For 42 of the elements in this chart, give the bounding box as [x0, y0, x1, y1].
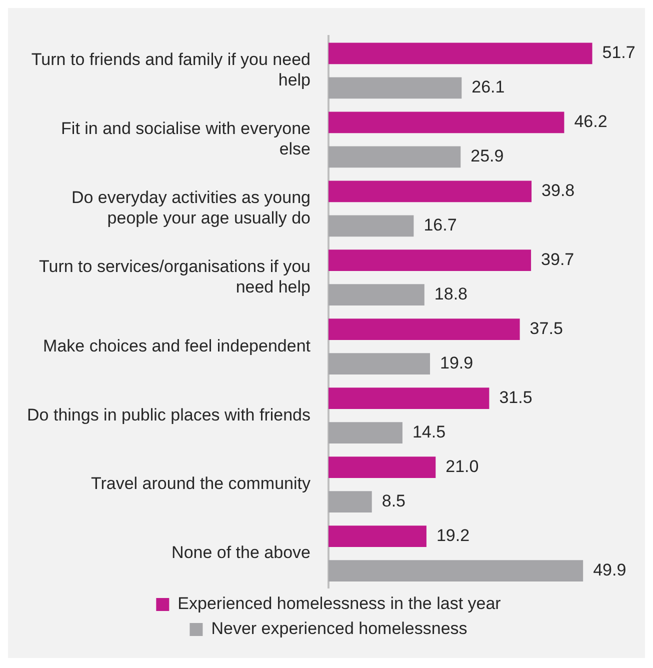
bar	[328, 42, 592, 64]
data-label: 26.1	[472, 78, 505, 97]
bar	[328, 77, 462, 99]
y-tick-label: Turn to services/organisations if you need help	[39, 257, 310, 296]
y-tick-label: Fit in and socialise with everyone else	[61, 119, 310, 159]
data-label: 49.9	[593, 560, 626, 580]
data-label: 37.5	[530, 319, 563, 338]
data-label: 21.0	[446, 456, 479, 476]
bar	[328, 146, 461, 168]
bar	[328, 180, 532, 202]
y-tick-label: Travel around the community	[90, 474, 311, 494]
y-tick-label: Make choices and feel independent	[43, 336, 311, 356]
bar	[328, 250, 532, 272]
bar	[328, 112, 564, 134]
data-label: 19.2	[436, 526, 470, 545]
data-label: 25.9	[470, 146, 504, 166]
bar	[328, 353, 430, 375]
y-tick-label: Do everyday activities as young people your age usually do	[71, 188, 310, 228]
bar	[328, 560, 584, 582]
data-label: 46.2	[574, 112, 608, 132]
data-label: 39.7	[541, 250, 574, 270]
data-label: 19.9	[440, 354, 474, 373]
bar	[328, 491, 372, 512]
bar	[328, 456, 436, 478]
y-tick-label: Do things in public places with friends	[27, 405, 310, 424]
legend-label: Experienced homelessness in the last year	[178, 594, 502, 614]
bar	[328, 388, 490, 410]
legend-label: Never experienced homelessness	[211, 619, 468, 638]
bar	[328, 422, 402, 444]
data-label: 16.7	[424, 216, 457, 235]
data-label: 14.5	[412, 422, 446, 442]
bar	[328, 215, 414, 237]
data-label: 51.7	[602, 43, 636, 62]
data-label: 39.8	[542, 181, 575, 200]
data-label: 18.8	[434, 284, 468, 304]
data-label: 31.5	[499, 388, 532, 408]
data-label: 8.5	[382, 491, 406, 510]
y-tick-label: Turn to friends and family if you need help	[31, 50, 310, 90]
bar	[328, 284, 424, 306]
bar	[328, 318, 520, 340]
y-tick-label: None of the above	[172, 543, 310, 562]
bar	[328, 526, 426, 547]
